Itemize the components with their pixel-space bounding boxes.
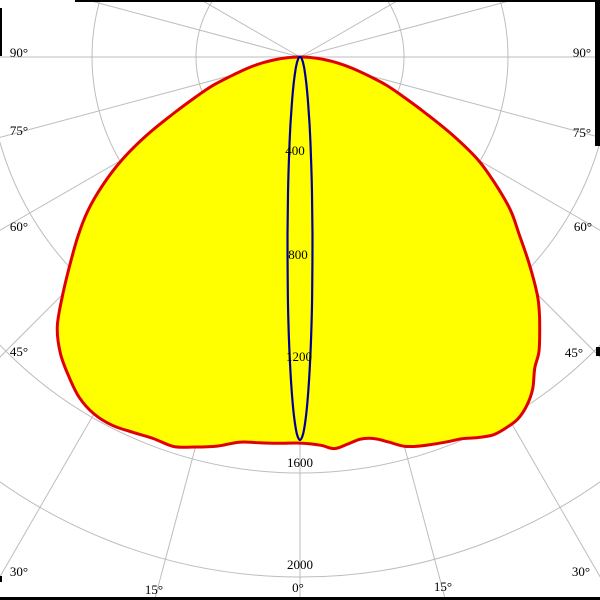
angle-label: 60° <box>10 219 28 234</box>
crop-border-segment <box>75 0 600 2</box>
angle-label: 30° <box>10 564 28 579</box>
angle-label: 60° <box>574 219 592 234</box>
angle-label: 90° <box>10 45 28 60</box>
crop-border-segment <box>595 0 600 146</box>
grid-radial <box>299 0 515 58</box>
angle-label: 45° <box>565 345 583 360</box>
angle-label: 0° <box>292 580 304 595</box>
narrow-beam-plane-curve <box>286 55 314 442</box>
angle-label: 15° <box>434 579 452 594</box>
grid-radial <box>0 56 301 138</box>
angle-label: 90° <box>573 45 591 60</box>
angle-label: 45° <box>10 344 28 359</box>
ring-value-label: 2000 <box>287 557 313 572</box>
ring-value-label: 400 <box>285 143 305 158</box>
wide-beam-plane-curve <box>55 55 542 451</box>
crop-border-segment <box>0 576 2 582</box>
angle-label: 75° <box>10 123 28 138</box>
ring-value-label: 800 <box>288 247 308 262</box>
ring-value-label: 1600 <box>287 455 313 470</box>
grid-radial <box>85 0 301 58</box>
angle-label: 30° <box>572 564 590 579</box>
angle-label: 15° <box>145 582 163 597</box>
crop-border-segment <box>0 597 600 600</box>
crop-border-segment <box>0 8 2 56</box>
crop-border-segment <box>596 347 600 356</box>
ring-value-label: 1200 <box>286 349 312 364</box>
angle-label: 75° <box>573 125 591 140</box>
grid-radial <box>299 56 600 138</box>
